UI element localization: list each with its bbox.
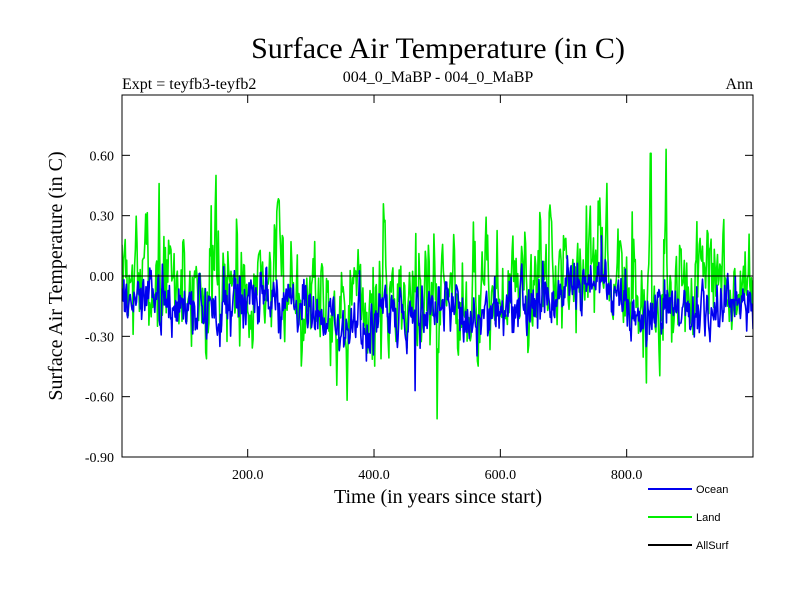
y-tick-label: -0.90 <box>85 451 114 466</box>
period-label: 004_0_MaBP - 004_0_MaBP <box>343 69 534 86</box>
x-axis-label: Time (in years since start) <box>334 486 542 508</box>
y-tick-label: 0.00 <box>90 270 115 285</box>
x-tick-label: 600.0 <box>485 468 517 483</box>
season-label: Ann <box>725 76 753 93</box>
chart-title: Surface Air Temperature (in C) <box>251 32 625 65</box>
plot-area <box>121 94 754 458</box>
y-tick-label: -0.60 <box>85 391 114 406</box>
y-tick-label: 0.60 <box>90 149 115 164</box>
legend-label-land: Land <box>696 512 720 524</box>
x-tick-label: 800.0 <box>611 468 643 483</box>
axis-layer: 200.0 400.0 600.0 800.0 -0.90 -0.60 -0.30 0.00 0… <box>85 95 753 483</box>
legend-label-ocean: Ocean <box>696 484 728 496</box>
experiment-label: Expt = teyfb3-teyfb2 <box>122 76 256 93</box>
series-line-land <box>122 148 753 420</box>
legend: Ocean Land AllSurf <box>648 484 729 552</box>
x-tick-label: 200.0 <box>232 468 264 483</box>
legend-label-allsurf: AllSurf <box>696 540 729 552</box>
y-tick-label: 0.30 <box>90 210 115 225</box>
y-tick-label: -0.30 <box>85 330 114 345</box>
y-axis-label: Surface Air Temperature (in C) <box>45 151 67 400</box>
series-line-ocean <box>122 235 753 392</box>
series-layer <box>122 148 753 420</box>
x-tick-label: 400.0 <box>358 468 390 483</box>
